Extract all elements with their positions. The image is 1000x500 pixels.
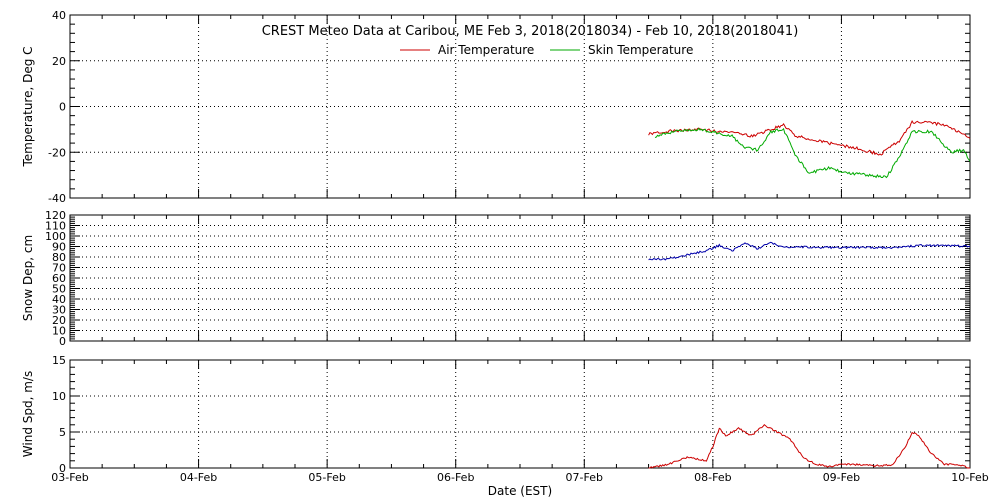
y-tick-label: 50 [52, 283, 66, 296]
y-tick-label: 10 [52, 325, 66, 338]
y-tick-label: 30 [52, 304, 66, 317]
y-tick-label: -40 [48, 192, 66, 205]
series-line [654, 127, 971, 179]
plot-frame [69, 359, 971, 469]
y-axis-title: Wind Spd, m/s [21, 371, 35, 457]
series-line [648, 120, 971, 156]
y-tick-label: -20 [48, 146, 66, 159]
y-tick-label: 20 [52, 314, 66, 327]
y-tick-label: 10 [52, 390, 66, 403]
x-tick-label: 03-Feb [51, 471, 88, 484]
x-tick-label: 06-Feb [437, 471, 474, 484]
y-tick-label: 100 [45, 230, 66, 243]
y-tick-label: 40 [52, 9, 66, 22]
y-tick-label: 80 [52, 251, 66, 264]
y-tick-label: 70 [52, 262, 66, 275]
y-tick-label: 0 [59, 101, 66, 114]
panel-2: 0 5 10 15 Wind Spd, m/s 03-Feb 04-Feb 05-Feb 06-… [21, 354, 989, 484]
x-tick-label: 09-Feb [823, 471, 860, 484]
legend-label: Air Temperature [438, 43, 534, 57]
y-tick-label: 110 [45, 220, 66, 233]
y-tick-label: 5 [59, 426, 66, 439]
legend-label: Skin Temperature [588, 43, 693, 57]
x-axis-title: Date (EST) [488, 484, 552, 498]
y-tick-label: 40 [52, 293, 66, 306]
y-tick-label: 60 [52, 272, 66, 285]
x-tick-label: 05-Feb [308, 471, 345, 484]
legend: Air Temperature Skin Temperature [400, 43, 693, 57]
y-axis-title: Temperature, Deg C [21, 46, 35, 167]
series-line [648, 241, 971, 261]
y-tick-label: 90 [52, 241, 66, 254]
x-tick-label: 08-Feb [694, 471, 731, 484]
x-tick-label: 07-Feb [566, 471, 603, 484]
x-tick-label: 04-Feb [180, 471, 217, 484]
x-tick-label: 10-Feb [951, 471, 988, 484]
y-tick-label: 0 [59, 462, 66, 475]
y-tick-label: 15 [52, 354, 66, 367]
panel-0: -40 -20 0 20 40 Temperature, Deg C [21, 9, 971, 205]
y-tick-label: 20 [52, 55, 66, 68]
series-line [648, 423, 971, 469]
y-tick-label: 0 [59, 335, 66, 348]
y-axis-title: Snow Dep, cm [21, 235, 35, 321]
y-tick-label: 120 [45, 209, 66, 222]
chart-title: CREST Meteo Data at Caribou, ME Feb 3, 2… [262, 24, 799, 39]
